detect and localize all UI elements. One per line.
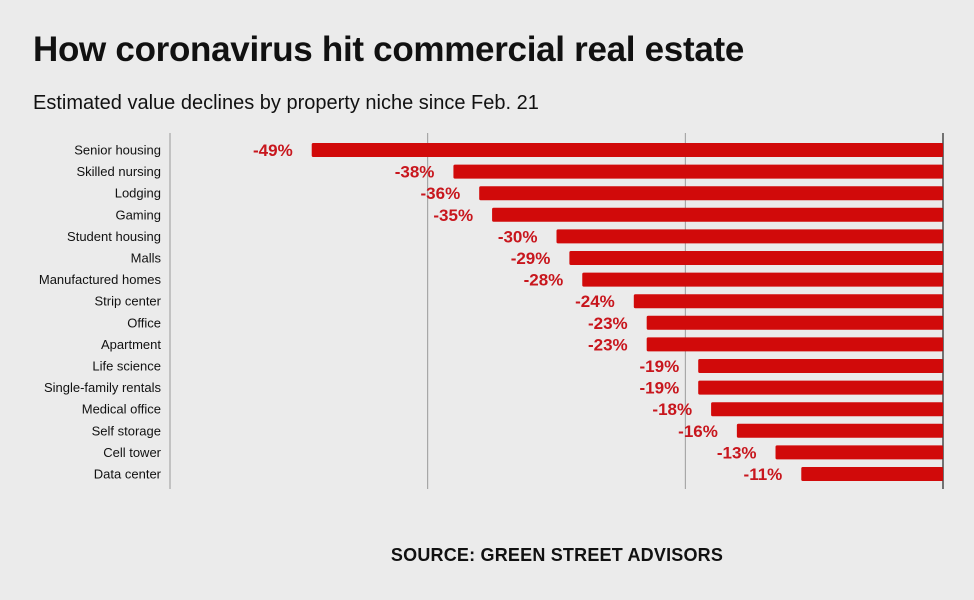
bar <box>736 423 943 438</box>
value-label: -23% <box>588 335 628 354</box>
category-label: Self storage <box>92 423 161 438</box>
category-label: Apartment <box>101 337 161 352</box>
value-label: -11% <box>744 465 783 484</box>
value-label: -18% <box>652 400 692 419</box>
value-label: -16% <box>678 422 718 441</box>
category-label: Strip center <box>95 294 162 309</box>
source-note: SOURCE: GREEN STREET ADVISORS <box>390 545 724 565</box>
value-label: -24% <box>575 292 615 311</box>
bar <box>569 251 943 265</box>
value-label: -28% <box>524 271 564 290</box>
bars-group <box>311 143 943 481</box>
bar <box>479 186 943 201</box>
bar <box>698 359 943 373</box>
category-label: Life science <box>92 359 161 374</box>
value-label: -19% <box>640 379 680 398</box>
category-label: Data center <box>94 467 162 482</box>
category-label: Manufactured homes <box>39 272 162 287</box>
bar <box>646 315 943 330</box>
bar <box>556 229 943 244</box>
bar <box>492 207 943 222</box>
category-label: Malls <box>131 251 162 266</box>
value-label: -38% <box>395 163 435 182</box>
chart-subtitle: Estimated value declines by property nic… <box>33 92 539 114</box>
bar <box>453 164 943 179</box>
bar <box>711 402 943 417</box>
bar <box>775 445 943 460</box>
value-label: -13% <box>717 443 757 462</box>
category-label: Lodging <box>115 186 161 201</box>
category-label: Student housing <box>67 229 161 244</box>
category-label: Gaming <box>115 207 161 222</box>
bar <box>582 272 943 287</box>
bar <box>633 294 943 309</box>
value-label: -19% <box>640 357 680 376</box>
category-label: Cell tower <box>103 445 161 460</box>
value-label: -29% <box>511 249 551 268</box>
bar <box>311 143 943 157</box>
bar <box>698 380 943 395</box>
value-labels: -49% -38% -36% -35% -30% -29% -28% -24% -23% -23%… <box>253 141 782 484</box>
bar <box>801 467 943 481</box>
value-label: -36% <box>421 184 461 203</box>
category-label: Senior housing <box>74 143 161 158</box>
bar <box>646 337 943 352</box>
value-label: -30% <box>498 227 538 246</box>
category-labels: Senior housing Skilled nursing Lodging Gami… <box>39 143 162 482</box>
category-label: Office <box>127 315 161 330</box>
value-label: -35% <box>433 206 473 225</box>
value-label: -23% <box>588 314 628 333</box>
value-label: -49% <box>253 141 293 160</box>
category-label: Medical office <box>82 402 161 417</box>
category-label: Skilled nursing <box>76 164 161 179</box>
category-label: Single-family rentals <box>44 380 162 395</box>
chart-title: How coronavirus hit commercial real esta… <box>33 30 745 69</box>
